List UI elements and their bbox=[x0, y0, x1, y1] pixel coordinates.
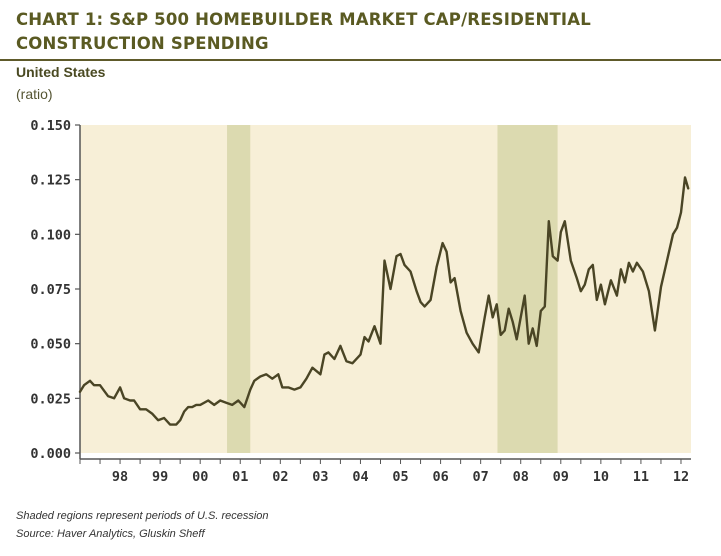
axes: 0.000 0.025 0.050 0.075 0.100 0.125 0.150 98 99 0… bbox=[30, 118, 691, 485]
y-tick-label: 0.150 bbox=[30, 118, 71, 134]
x-tick-label: 06 bbox=[432, 469, 448, 485]
x-tick-label: 04 bbox=[352, 469, 368, 485]
y-tick-label: 0.025 bbox=[30, 391, 71, 407]
x-tick-label: 08 bbox=[513, 469, 529, 485]
x-tick-label: 98 bbox=[112, 469, 128, 485]
y-tick-label: 0.125 bbox=[30, 173, 71, 189]
x-tick-label: 02 bbox=[272, 469, 288, 485]
x-tick-label: 99 bbox=[152, 469, 168, 485]
chart-title: CHART 1: S&P 500 HOMEBUILDER MARKET CAP/… bbox=[16, 10, 591, 53]
x-tick-label: 09 bbox=[553, 469, 569, 485]
x-tick-label: 05 bbox=[392, 469, 408, 485]
y-tick-label: 0.100 bbox=[30, 227, 71, 243]
recession-band-2 bbox=[497, 125, 558, 453]
x-tick-label: 11 bbox=[633, 469, 649, 485]
recession-bands bbox=[227, 125, 558, 453]
x-tick-label: 12 bbox=[673, 469, 689, 485]
x-tick-label: 00 bbox=[192, 469, 208, 485]
y-tick-label: 0.075 bbox=[30, 282, 71, 298]
y-tick-label: 0.050 bbox=[30, 337, 71, 353]
line-chart: 0.000 0.025 0.050 0.075 0.100 0.125 0.150 98 99 0… bbox=[30, 118, 691, 485]
recession-band-1 bbox=[227, 125, 251, 453]
unit-label: (ratio) bbox=[16, 86, 53, 102]
recession-note: Shaded regions represent periods of U.S.… bbox=[16, 510, 269, 522]
y-tick-label: 0.000 bbox=[30, 446, 71, 462]
plot-background bbox=[80, 125, 691, 453]
title-divider bbox=[0, 59, 721, 61]
x-tick-label: 10 bbox=[593, 469, 609, 485]
series-line bbox=[78, 176, 690, 426]
x-tick-label: 07 bbox=[473, 469, 489, 485]
source-note: Source: Haver Analytics, Gluskin Sheff bbox=[16, 528, 205, 540]
x-tick-label: 03 bbox=[312, 469, 328, 485]
x-tick-label: 01 bbox=[232, 469, 248, 485]
series-layer bbox=[78, 176, 690, 426]
region-label: United States bbox=[16, 64, 106, 80]
